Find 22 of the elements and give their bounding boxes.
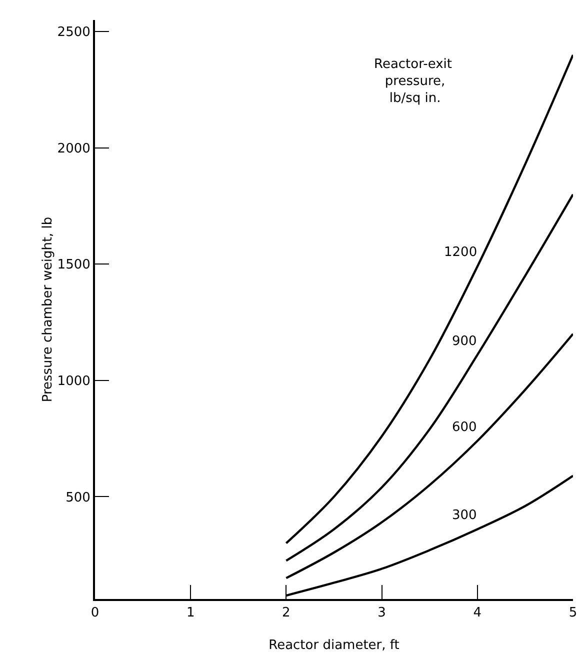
x-tick-label: 1 <box>186 606 195 621</box>
y-tick-label: 500 <box>66 490 90 506</box>
series-label: 900 <box>452 334 477 349</box>
x-tick-label: 2 <box>282 606 290 621</box>
x-axis-title: Reactor diameter, ft <box>268 638 400 653</box>
x-tick-label: 5 <box>568 606 578 621</box>
line-series <box>285 193 573 562</box>
y-axis-title: Pressure chamber weight, lb <box>40 216 56 402</box>
x-tick-label: 3 <box>378 606 386 621</box>
series-label: 1200 <box>444 245 478 260</box>
series-label: 600 <box>452 420 477 435</box>
y-tick-label: 2000 <box>57 141 90 156</box>
y-tick-label: 2500 <box>57 25 90 40</box>
line-series <box>285 474 573 597</box>
line-series <box>285 332 573 580</box>
line-series <box>285 54 573 544</box>
x-tick-label: 0 <box>90 606 100 621</box>
x-tick-label: 4 <box>473 606 482 621</box>
y-tick-label: 1500 <box>57 258 90 273</box>
legend-title: Reactor-exit pressure, lb/sq in. <box>374 57 456 106</box>
y-tick-label: 1000 <box>57 374 90 389</box>
series-label: 300 <box>452 508 477 523</box>
